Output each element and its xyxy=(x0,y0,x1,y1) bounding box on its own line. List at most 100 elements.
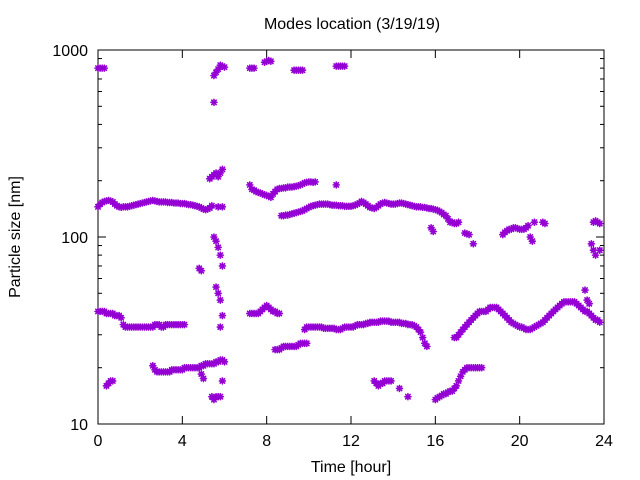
data-point-stroke xyxy=(215,203,222,210)
data-point-stroke xyxy=(251,65,258,72)
data-point xyxy=(541,219,549,228)
data-point-stroke xyxy=(299,67,306,74)
data-point xyxy=(395,384,404,393)
data-point xyxy=(218,377,227,385)
data-point xyxy=(208,201,216,210)
data-point-stroke xyxy=(388,377,395,384)
data-point-stroke xyxy=(181,321,188,328)
data-point-stroke xyxy=(219,203,226,210)
data-point xyxy=(477,363,486,372)
data-point xyxy=(528,237,537,245)
data-point xyxy=(220,358,229,366)
chart-title: Modes location (3/19/19) xyxy=(264,16,440,33)
data-point-stroke xyxy=(217,324,224,331)
data-point xyxy=(214,289,222,298)
data-point-stroke xyxy=(333,181,340,188)
data-point-stroke xyxy=(101,65,108,72)
data-point xyxy=(218,203,227,211)
data-point xyxy=(218,165,227,174)
data-point-stroke xyxy=(246,181,253,188)
y-axis-title: Particle size [nm] xyxy=(7,176,24,298)
data-point-stroke xyxy=(200,375,207,382)
data-point xyxy=(199,374,208,383)
data-point xyxy=(469,239,478,248)
data-point-stroke xyxy=(582,287,589,294)
y-axis-ticks: 10 100 1000 xyxy=(52,43,604,434)
data-point xyxy=(214,243,222,252)
data-point-stroke xyxy=(404,393,411,400)
data-point-stroke xyxy=(588,240,595,247)
data-point-stroke xyxy=(455,219,462,226)
data-point xyxy=(250,64,258,72)
data-point-stroke xyxy=(421,340,428,347)
data-point-stroke xyxy=(215,290,222,297)
data-point-stroke xyxy=(221,64,228,71)
data-points xyxy=(94,56,604,404)
data-point-stroke xyxy=(592,252,599,259)
data-point-stroke xyxy=(221,358,228,365)
data-point-stroke xyxy=(596,220,603,227)
y-axis-tick-label: 100 xyxy=(61,230,88,247)
data-point-stroke xyxy=(466,231,473,238)
data-point-stroke xyxy=(423,343,430,350)
data-point xyxy=(581,286,589,294)
data-point-stroke xyxy=(586,300,593,307)
data-point xyxy=(302,339,311,348)
data-point xyxy=(404,392,412,401)
data-point xyxy=(180,320,189,329)
x-axis-tick-label: 12 xyxy=(342,433,360,450)
data-point xyxy=(220,63,229,71)
data-point xyxy=(454,218,463,226)
data-point-stroke xyxy=(217,252,224,259)
data-point-stroke xyxy=(213,238,220,245)
data-point-stroke xyxy=(584,297,591,304)
data-point-stroke xyxy=(109,377,116,384)
data-point-stroke xyxy=(396,385,403,392)
data-point-stroke xyxy=(478,364,485,371)
data-point-stroke xyxy=(430,228,437,235)
data-point xyxy=(216,296,225,304)
data-point-stroke xyxy=(525,222,532,229)
data-point xyxy=(212,283,220,291)
data-point-stroke xyxy=(149,362,156,369)
data-point xyxy=(218,262,227,270)
data-point-stroke xyxy=(217,393,224,400)
data-point-stroke xyxy=(312,178,319,185)
x-axis-tick-label: 0 xyxy=(94,433,103,450)
data-point xyxy=(524,221,532,230)
data-point xyxy=(100,64,109,72)
data-point-stroke xyxy=(529,238,536,245)
data-point-stroke xyxy=(341,63,348,70)
data-point-stroke xyxy=(267,58,274,65)
data-point xyxy=(465,230,473,239)
data-point-stroke xyxy=(596,247,603,254)
data-point xyxy=(267,57,275,66)
data-point-stroke xyxy=(303,340,310,347)
data-point xyxy=(591,251,600,259)
data-point xyxy=(275,309,284,318)
data-point xyxy=(108,377,117,385)
x-axis-tick-label: 16 xyxy=(426,433,444,450)
data-point xyxy=(589,246,598,254)
data-point-stroke xyxy=(531,219,538,226)
data-point-stroke xyxy=(590,247,597,254)
data-point-stroke xyxy=(217,297,224,304)
data-point xyxy=(595,318,604,327)
data-point xyxy=(530,218,539,226)
data-point xyxy=(416,328,425,336)
data-point xyxy=(429,227,438,236)
data-point-stroke xyxy=(596,319,603,326)
data-point xyxy=(212,237,220,245)
data-point xyxy=(197,370,206,378)
data-point xyxy=(585,299,594,308)
data-point-stroke xyxy=(198,267,205,274)
data-point xyxy=(216,251,225,259)
data-point xyxy=(387,377,395,385)
data-point-stroke xyxy=(210,234,217,240)
data-point-stroke xyxy=(417,329,424,336)
data-point-stroke xyxy=(419,334,426,341)
data-point-stroke xyxy=(118,314,125,321)
data-point-stroke xyxy=(219,377,226,384)
